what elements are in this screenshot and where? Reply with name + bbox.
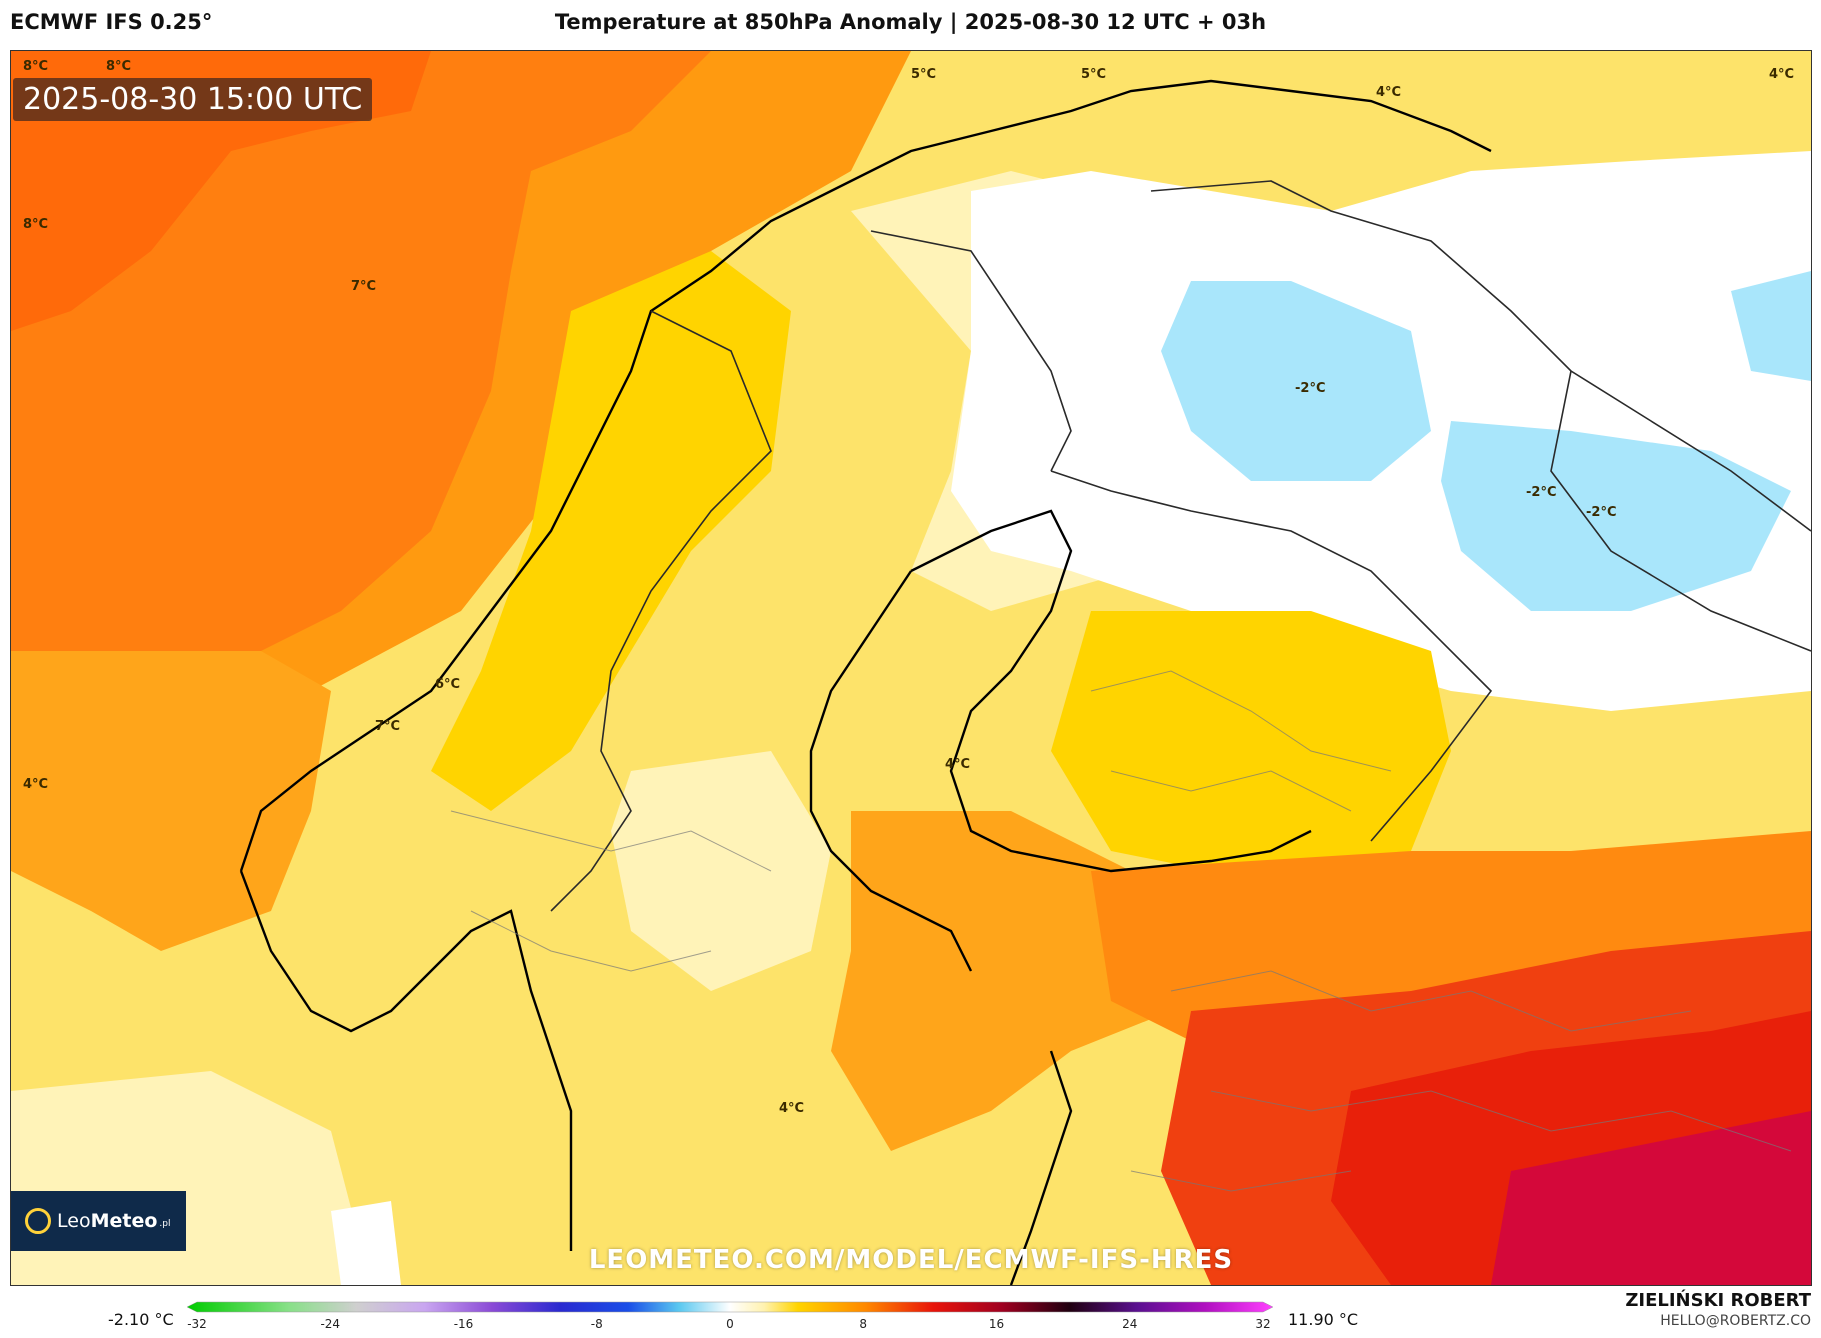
contour-label: 4°C bbox=[1376, 85, 1402, 100]
colorbar-tick-label: 8 bbox=[859, 1317, 867, 1331]
author-email: HELLO@ROBERTZ.CO bbox=[1660, 1313, 1811, 1329]
leometeo-logo: Leo Meteo .pl bbox=[11, 1191, 186, 1251]
norway-warm bbox=[431, 251, 791, 811]
finland-warm bbox=[1051, 611, 1451, 881]
colorbar: -2.10 °C -32 -24 -16 -8 0 8 16 24 32 11.90 °C bbox=[0, 1290, 1821, 1338]
map-canvas bbox=[11, 51, 1811, 1285]
contour-label: 8°C bbox=[23, 217, 49, 232]
colorbar-max-label: 11.90 °C bbox=[1288, 1310, 1359, 1329]
contour-label: -2°C bbox=[1295, 381, 1326, 396]
contour-label: 4°C bbox=[945, 757, 971, 772]
east-very-hot bbox=[1491, 1111, 1811, 1285]
southwest-neutral bbox=[331, 1201, 401, 1285]
map-panel: 2025-08-30 15:00 UTC 8°C 8°C 5°C 5°C 4°C… bbox=[10, 50, 1812, 1286]
colorbar-tick-label: 24 bbox=[1122, 1317, 1137, 1331]
contour-label: 8°C bbox=[23, 59, 49, 74]
coast-orange bbox=[11, 651, 331, 951]
contour-label: -2°C bbox=[1526, 485, 1557, 500]
colorbar-tick-label: 32 bbox=[1255, 1317, 1270, 1331]
cold-area-1 bbox=[1161, 281, 1431, 481]
contour-label: 4°C bbox=[779, 1101, 805, 1116]
model-name: ECMWF IFS 0.25° bbox=[10, 10, 213, 34]
contour-label: 7°C bbox=[351, 279, 377, 294]
logo-brand-bold: Meteo bbox=[90, 1210, 158, 1232]
region-borders bbox=[450, 670, 1792, 1192]
map-title: Temperature at 850hPa Anomaly | 2025-08-… bbox=[554, 10, 1267, 34]
contour-label: 4°C bbox=[23, 777, 49, 792]
contour-label: 4°C bbox=[1769, 67, 1795, 82]
country-borders bbox=[550, 180, 1811, 912]
contour-label: 6°C bbox=[435, 677, 461, 692]
sweden-pale bbox=[611, 751, 831, 991]
contour-label: 8°C bbox=[106, 59, 132, 74]
colorbar-tick-label: 16 bbox=[989, 1317, 1004, 1331]
colorbar-tick-label: -24 bbox=[320, 1317, 340, 1331]
author-block: ZIELIŃSKI ROBERT HELLO@ROBERTZ.CO bbox=[1625, 1290, 1811, 1329]
valid-time-badge: 2025-08-30 15:00 UTC bbox=[13, 78, 373, 121]
cold-area-3 bbox=[1731, 271, 1811, 381]
colorbar-tick-label: 0 bbox=[726, 1317, 734, 1331]
cold-area-2 bbox=[1441, 421, 1791, 611]
colorbar-tick-label: -8 bbox=[591, 1317, 603, 1331]
contour-label: 7°C bbox=[375, 719, 401, 734]
sun-icon bbox=[25, 1208, 51, 1234]
logo-brand-light: Leo bbox=[57, 1210, 91, 1232]
colorbar-gradient bbox=[186, 1301, 1274, 1313]
author-name: ZIELIŃSKI ROBERT bbox=[1625, 1290, 1811, 1311]
contour-label: -2°C bbox=[1586, 505, 1617, 520]
coastlines bbox=[239, 79, 1492, 1285]
contour-label: 5°C bbox=[911, 67, 937, 82]
colorbar-tick-label: -16 bbox=[454, 1317, 474, 1331]
ocean-hot-area bbox=[11, 51, 431, 331]
watermark-url: LEOMETEO.COM/MODEL/ECMWF-IFS-HRES bbox=[588, 1245, 1234, 1275]
colorbar-min-label: -2.10 °C bbox=[108, 1310, 174, 1329]
colorbar-scale: -32 -24 -16 -8 0 8 16 24 32 bbox=[186, 1301, 1274, 1331]
colorbar-tick-label: -32 bbox=[187, 1317, 207, 1331]
contour-label: 5°C bbox=[1081, 67, 1107, 82]
logo-suffix: .pl bbox=[159, 1219, 171, 1229]
